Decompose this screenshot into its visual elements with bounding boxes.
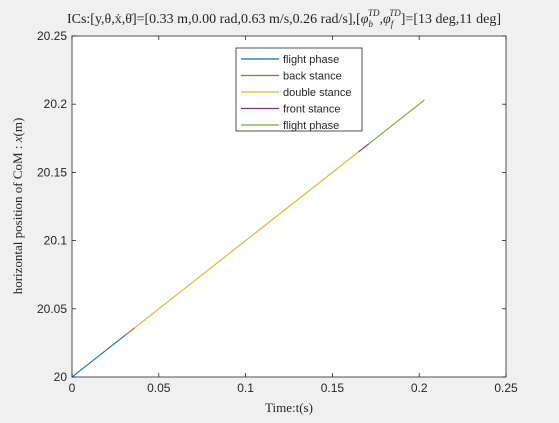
x-tick-label: 0.2: [411, 381, 428, 395]
y-tick-label: 20.05: [37, 302, 67, 316]
series-line-1: [71, 334, 127, 378]
legend[interactable]: flight phase back stance double stance fron…: [235, 47, 363, 132]
y-tick-label: 20.2: [44, 97, 68, 111]
legend-label-2: back stance: [283, 71, 342, 83]
series-line-3: [134, 151, 359, 329]
series-line-4: [358, 143, 370, 153]
series-line-2: [125, 327, 135, 336]
legend-label-5: flight phase: [283, 120, 339, 132]
legend-label-1: flight phase: [283, 54, 339, 66]
x-axis-label: Time:t(s): [265, 400, 313, 415]
x-tick-label: 0.25: [494, 381, 518, 395]
tick-layer: 0 0.05 0.1 0.15 0.2 0.25 20 20.05 20.1 20.15 20.2 2…: [37, 29, 518, 395]
chart-title: ICs:[y,θ,ẋ,θ̇]=[0.33 m,0.00 rad,0.63 m/s…: [67, 8, 501, 29]
x-tick-label: 0.05: [147, 381, 171, 395]
y-tick-label: 20: [54, 370, 68, 384]
x-tick-label: 0: [69, 381, 76, 395]
legend-label-3: double stance: [283, 87, 352, 99]
series-layer: [71, 99, 425, 378]
x-tick-label: 0.1: [237, 381, 254, 395]
y-tick-label: 20.15: [37, 165, 67, 179]
y-tick-label: 20.25: [37, 29, 67, 43]
series-line-5: [368, 99, 425, 145]
x-tick-label: 0.15: [321, 381, 345, 395]
legend-label-4: front stance: [283, 104, 340, 116]
y-axis-label: horizontal position of CoM : x(m): [10, 118, 25, 295]
y-tick-label: 20.1: [44, 234, 68, 248]
legend-items: flight phase back stance double stance fron…: [241, 54, 352, 132]
legend-box: [235, 47, 363, 132]
axes-box: [71, 35, 507, 378]
